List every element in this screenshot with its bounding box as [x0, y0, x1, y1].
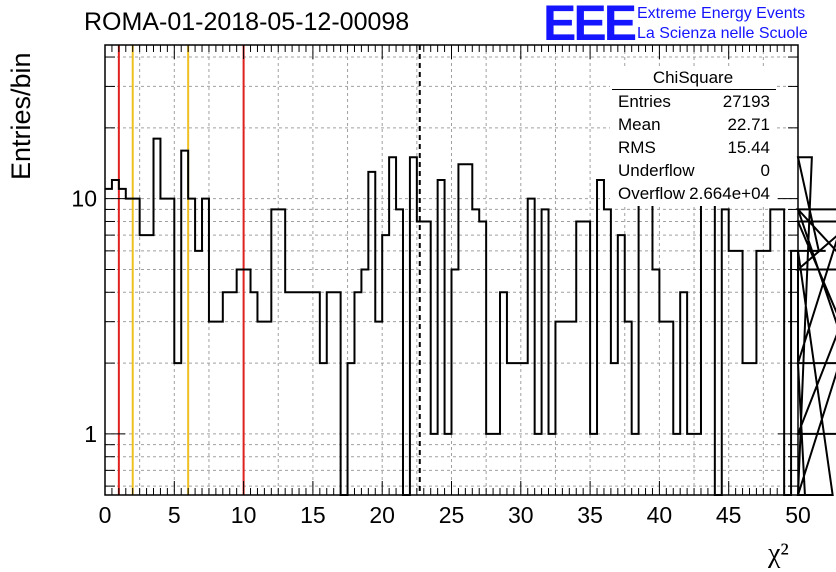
stats-value: 2.664e+04	[689, 184, 770, 203]
x-axis: 0 5 10 15 20 25 30 35 40 45 50	[99, 45, 811, 528]
stats-value: 15.44	[727, 138, 770, 157]
stats-divider	[612, 89, 776, 90]
x-tick-label: 30	[508, 502, 534, 528]
reference-lines	[117, 45, 421, 495]
eee-logo: EEE	[543, 0, 637, 51]
y-axis-label: Entries/bin	[6, 52, 36, 180]
stats-value: 0	[760, 161, 770, 180]
stats-label: Mean	[618, 115, 661, 134]
stats-row-overflow: Overflow 2.664e+04	[618, 184, 770, 206]
x-tick-label: 45	[716, 502, 742, 528]
x-tick-label: 0	[99, 502, 112, 528]
y-tick-label: 1	[84, 421, 97, 447]
stats-row-underflow: Underflow 0	[618, 161, 770, 183]
x-tick-label: 15	[300, 502, 326, 528]
y-tick-label: 10	[71, 186, 97, 212]
x-axis-label: χ²	[768, 538, 789, 569]
stats-value: 22.71	[727, 115, 770, 134]
logo-line-2: La Scienza nelle Scuole	[637, 25, 808, 42]
y-axis: 1 10	[71, 56, 798, 487]
chart-title: ROMA-01-2018-05-12-00098	[84, 8, 410, 36]
x-tick-label: 25	[439, 502, 465, 528]
stats-row-mean: Mean 22.71	[618, 115, 770, 137]
x-tick-label: 50	[785, 502, 811, 528]
logo-line-1: Extreme Energy Events	[637, 5, 806, 22]
stats-label: Underflow	[618, 161, 695, 180]
x-tick-label: 40	[647, 502, 673, 528]
stats-row-rms: RMS 15.44	[618, 138, 770, 160]
x-tick-label: 20	[369, 502, 395, 528]
stats-value: 27193	[722, 92, 770, 111]
stats-title: ChiSquare	[652, 68, 734, 87]
x-tick-label: 35	[577, 502, 603, 528]
stats-row-entries: Entries 27193	[618, 92, 770, 114]
x-tick-label: 5	[168, 502, 181, 528]
stats-label: Overflow	[618, 184, 686, 203]
stats-label: RMS	[618, 138, 656, 157]
stats-box: ChiSquare Entries 27193 Mean 22.71 RMS 1…	[610, 66, 776, 206]
stats-label: Entries	[618, 92, 671, 111]
histogram-line	[105, 132, 836, 496]
x-tick-label: 10	[231, 502, 257, 528]
